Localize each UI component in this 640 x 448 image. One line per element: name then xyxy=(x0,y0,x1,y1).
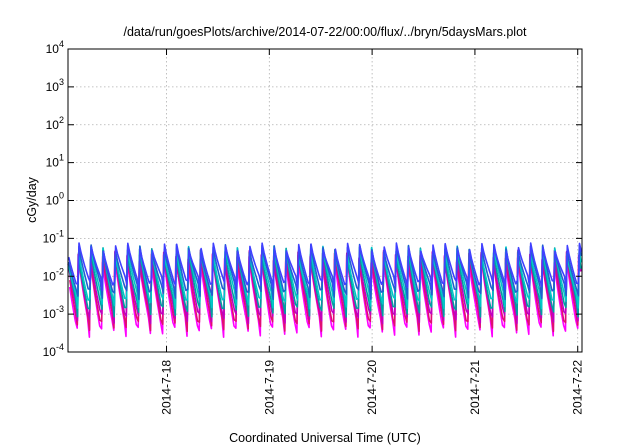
y-tick-label: 10-4 xyxy=(43,342,64,359)
y-tick-label: 10-3 xyxy=(43,304,64,321)
y-tick-label: 104 xyxy=(46,39,64,56)
y-tick-label: 101 xyxy=(46,153,64,170)
x-tick-label: 2014-7-20 xyxy=(365,360,379,415)
series-line xyxy=(67,242,583,292)
axis-ticks: 10-4 10-3 10-2 10-1 100 101 102 103 104 2014-7-18… xyxy=(43,39,585,415)
series-group xyxy=(67,242,583,338)
y-tick-label: 103 xyxy=(46,77,64,94)
x-tick-label: 2014-7-19 xyxy=(262,360,276,415)
x-tick-label: 2014-7-18 xyxy=(160,360,174,415)
y-tick-label: 102 xyxy=(46,115,64,132)
x-tick-label: 2014-7-22 xyxy=(571,360,585,415)
y-tick-label: 10-2 xyxy=(43,266,64,283)
chart-title: /data/run/goesPlots/archive/2014-07-22/0… xyxy=(123,25,527,39)
y-tick-label: 10-1 xyxy=(43,228,64,245)
y-tick-label: 100 xyxy=(46,191,64,208)
y-axis-label: cGy/day xyxy=(25,176,39,223)
x-tick-label: 2014-7-21 xyxy=(468,360,482,415)
x-axis-label: Coordinated Universal Time (UTC) xyxy=(229,431,421,445)
